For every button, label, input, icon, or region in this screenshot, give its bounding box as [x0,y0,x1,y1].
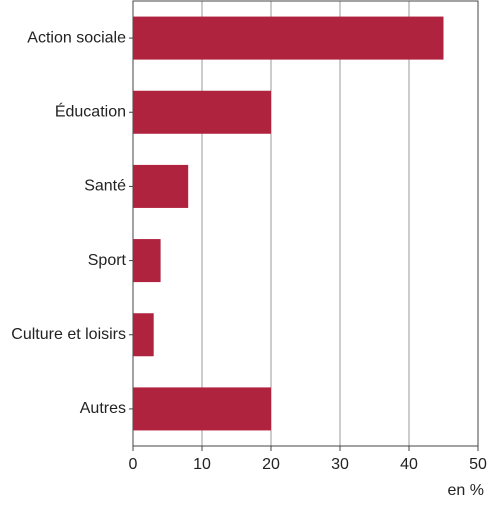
y-tick-label: Action sociale [27,29,126,46]
plot-frame [132,0,479,447]
x-tick-label: 30 [331,456,349,473]
bar [133,164,189,208]
y-tick-label: Sport [88,252,127,269]
y-tick-label: Santé [84,178,126,195]
bar [133,239,161,283]
x-tick-label: 50 [469,456,487,473]
x-tick-label: 0 [129,456,138,473]
bar [133,313,154,357]
y-tick-label: Autres [80,400,126,417]
y-tick-label: Éducation [55,101,126,120]
bar [133,387,271,431]
x-tick-label: 40 [400,456,418,473]
bar [133,90,271,134]
x-axis-label: en % [448,482,484,499]
x-tick-label: 10 [193,456,211,473]
x-tick-label: 20 [262,456,280,473]
bar [133,16,444,60]
y-tick-label: Culture et loisirs [11,326,126,343]
